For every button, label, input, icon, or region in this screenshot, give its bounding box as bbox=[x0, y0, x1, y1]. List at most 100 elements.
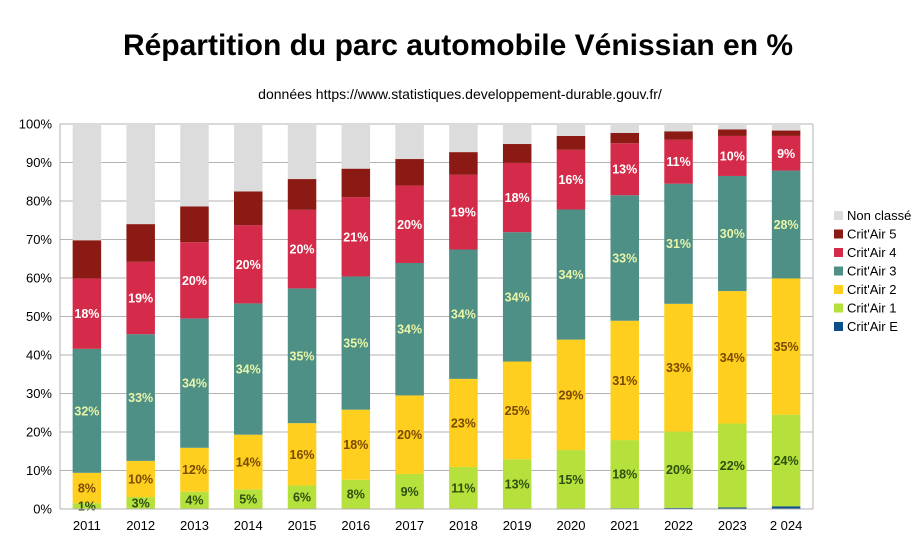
data-label: 5% bbox=[239, 492, 257, 506]
legend-swatch bbox=[834, 266, 843, 276]
data-label: 1% bbox=[78, 499, 96, 513]
data-label: 18% bbox=[612, 468, 637, 482]
data-label: 4% bbox=[185, 494, 203, 508]
x-tick-label: 2018 bbox=[449, 518, 478, 533]
bar-segment bbox=[449, 174, 478, 250]
x-axis: 2011 2012 2013 2014 2015 2016 2017 2018 2019 2020… bbox=[60, 508, 813, 533]
bar-segment bbox=[771, 130, 801, 136]
bar-segment bbox=[180, 447, 209, 492]
bar-segment bbox=[556, 149, 586, 210]
x-tick-label: 2013 bbox=[180, 518, 209, 533]
bar-segment bbox=[180, 206, 209, 243]
bar-segment bbox=[449, 249, 478, 379]
data-label: 34% bbox=[720, 351, 745, 365]
bar-segment bbox=[180, 491, 209, 509]
legend-label: Crit'Air E bbox=[847, 319, 898, 334]
data-label: 29% bbox=[558, 388, 583, 402]
bar-segment bbox=[718, 175, 747, 292]
bar-segment bbox=[502, 361, 532, 460]
bar-segment bbox=[610, 195, 640, 321]
bar-segment bbox=[72, 124, 102, 241]
x-tick-label: 2023 bbox=[718, 518, 747, 533]
bar-segment bbox=[771, 170, 801, 279]
bar-segment bbox=[395, 473, 424, 509]
bar-segment bbox=[556, 135, 586, 150]
bar-segment bbox=[287, 179, 317, 210]
bar-segment bbox=[341, 124, 371, 169]
data-label: 18% bbox=[343, 438, 368, 452]
bar-segment bbox=[233, 124, 263, 192]
x-tick-label: 2019 bbox=[503, 518, 532, 533]
gridlines bbox=[59, 123, 814, 510]
bar-segment bbox=[502, 232, 532, 362]
bar-segment bbox=[233, 225, 263, 304]
x-tick-label: 2022 bbox=[664, 518, 693, 533]
data-label: 9% bbox=[777, 147, 795, 161]
data-label: 3% bbox=[132, 496, 150, 510]
legend-label: Crit'Air 5 bbox=[847, 227, 896, 242]
data-label: 34% bbox=[397, 323, 422, 337]
legend-label: Crit'Air 4 bbox=[847, 245, 896, 260]
data-label: 33% bbox=[666, 361, 691, 375]
bar-segment bbox=[502, 124, 532, 145]
data-label: 13% bbox=[505, 477, 530, 491]
bar-segment bbox=[126, 497, 155, 509]
bar-segment bbox=[610, 124, 640, 133]
data-label: 30% bbox=[720, 227, 745, 241]
data-label: 10% bbox=[128, 472, 153, 486]
data-label: 24% bbox=[774, 454, 799, 468]
data-label: 34% bbox=[236, 363, 261, 377]
bar-segment bbox=[556, 450, 586, 509]
bar-segment bbox=[771, 135, 801, 171]
bar-segment bbox=[664, 139, 693, 184]
y-axis: 0% 10% 20% 30% 40% 50% 60% 70% 80% 90% 100% bbox=[19, 117, 53, 517]
bar-segment bbox=[502, 459, 532, 509]
x-tick-label: 2014 bbox=[234, 518, 263, 533]
data-label: 16% bbox=[558, 173, 583, 187]
data-label: 21% bbox=[343, 230, 368, 244]
data-label: 33% bbox=[612, 251, 637, 265]
legend-label: Crit'Air 1 bbox=[847, 301, 896, 316]
data-label: 34% bbox=[182, 377, 207, 391]
bar-segment bbox=[72, 240, 102, 279]
y-tick-label: 20% bbox=[26, 425, 52, 440]
legend-label: Crit'Air 2 bbox=[847, 282, 896, 297]
data-label: 18% bbox=[74, 307, 99, 321]
bar-segment bbox=[771, 124, 801, 131]
bar-segment bbox=[664, 303, 693, 432]
bar-segment bbox=[718, 135, 747, 176]
data-label: 32% bbox=[74, 404, 99, 418]
data-label: 35% bbox=[290, 349, 315, 363]
y-tick-label: 40% bbox=[26, 348, 52, 363]
x-tick-label: 2016 bbox=[341, 518, 370, 533]
data-label: 19% bbox=[451, 206, 476, 220]
bar-segment bbox=[664, 431, 693, 508]
y-tick-label: 80% bbox=[26, 194, 52, 209]
bar-segment bbox=[610, 320, 640, 441]
data-label: 20% bbox=[290, 243, 315, 257]
bar-segment bbox=[395, 159, 424, 186]
y-tick-label: 70% bbox=[26, 232, 52, 247]
data-label: 6% bbox=[293, 491, 311, 505]
data-label: 20% bbox=[397, 218, 422, 232]
bar-segment bbox=[449, 152, 478, 175]
bar-segment bbox=[718, 129, 747, 136]
data-label: 10% bbox=[720, 149, 745, 163]
data-label: 18% bbox=[505, 191, 530, 205]
bar-segment bbox=[341, 409, 371, 480]
bar-segment bbox=[718, 423, 747, 508]
bar-segment bbox=[771, 506, 801, 509]
chart-subtitle: données https://www.statistiques.develop… bbox=[258, 86, 662, 102]
bar-segment bbox=[233, 489, 263, 509]
bar-segment bbox=[180, 318, 209, 448]
bar-segment bbox=[287, 423, 317, 486]
y-tick-label: 0% bbox=[33, 502, 52, 517]
data-label: 28% bbox=[774, 218, 799, 232]
bars bbox=[72, 124, 801, 509]
y-tick-label: 60% bbox=[26, 271, 52, 286]
bar-segment bbox=[664, 131, 693, 140]
data-label: 14% bbox=[236, 456, 261, 470]
data-label: 34% bbox=[505, 290, 530, 304]
data-label: 20% bbox=[236, 258, 261, 272]
bar-segment bbox=[233, 434, 263, 490]
